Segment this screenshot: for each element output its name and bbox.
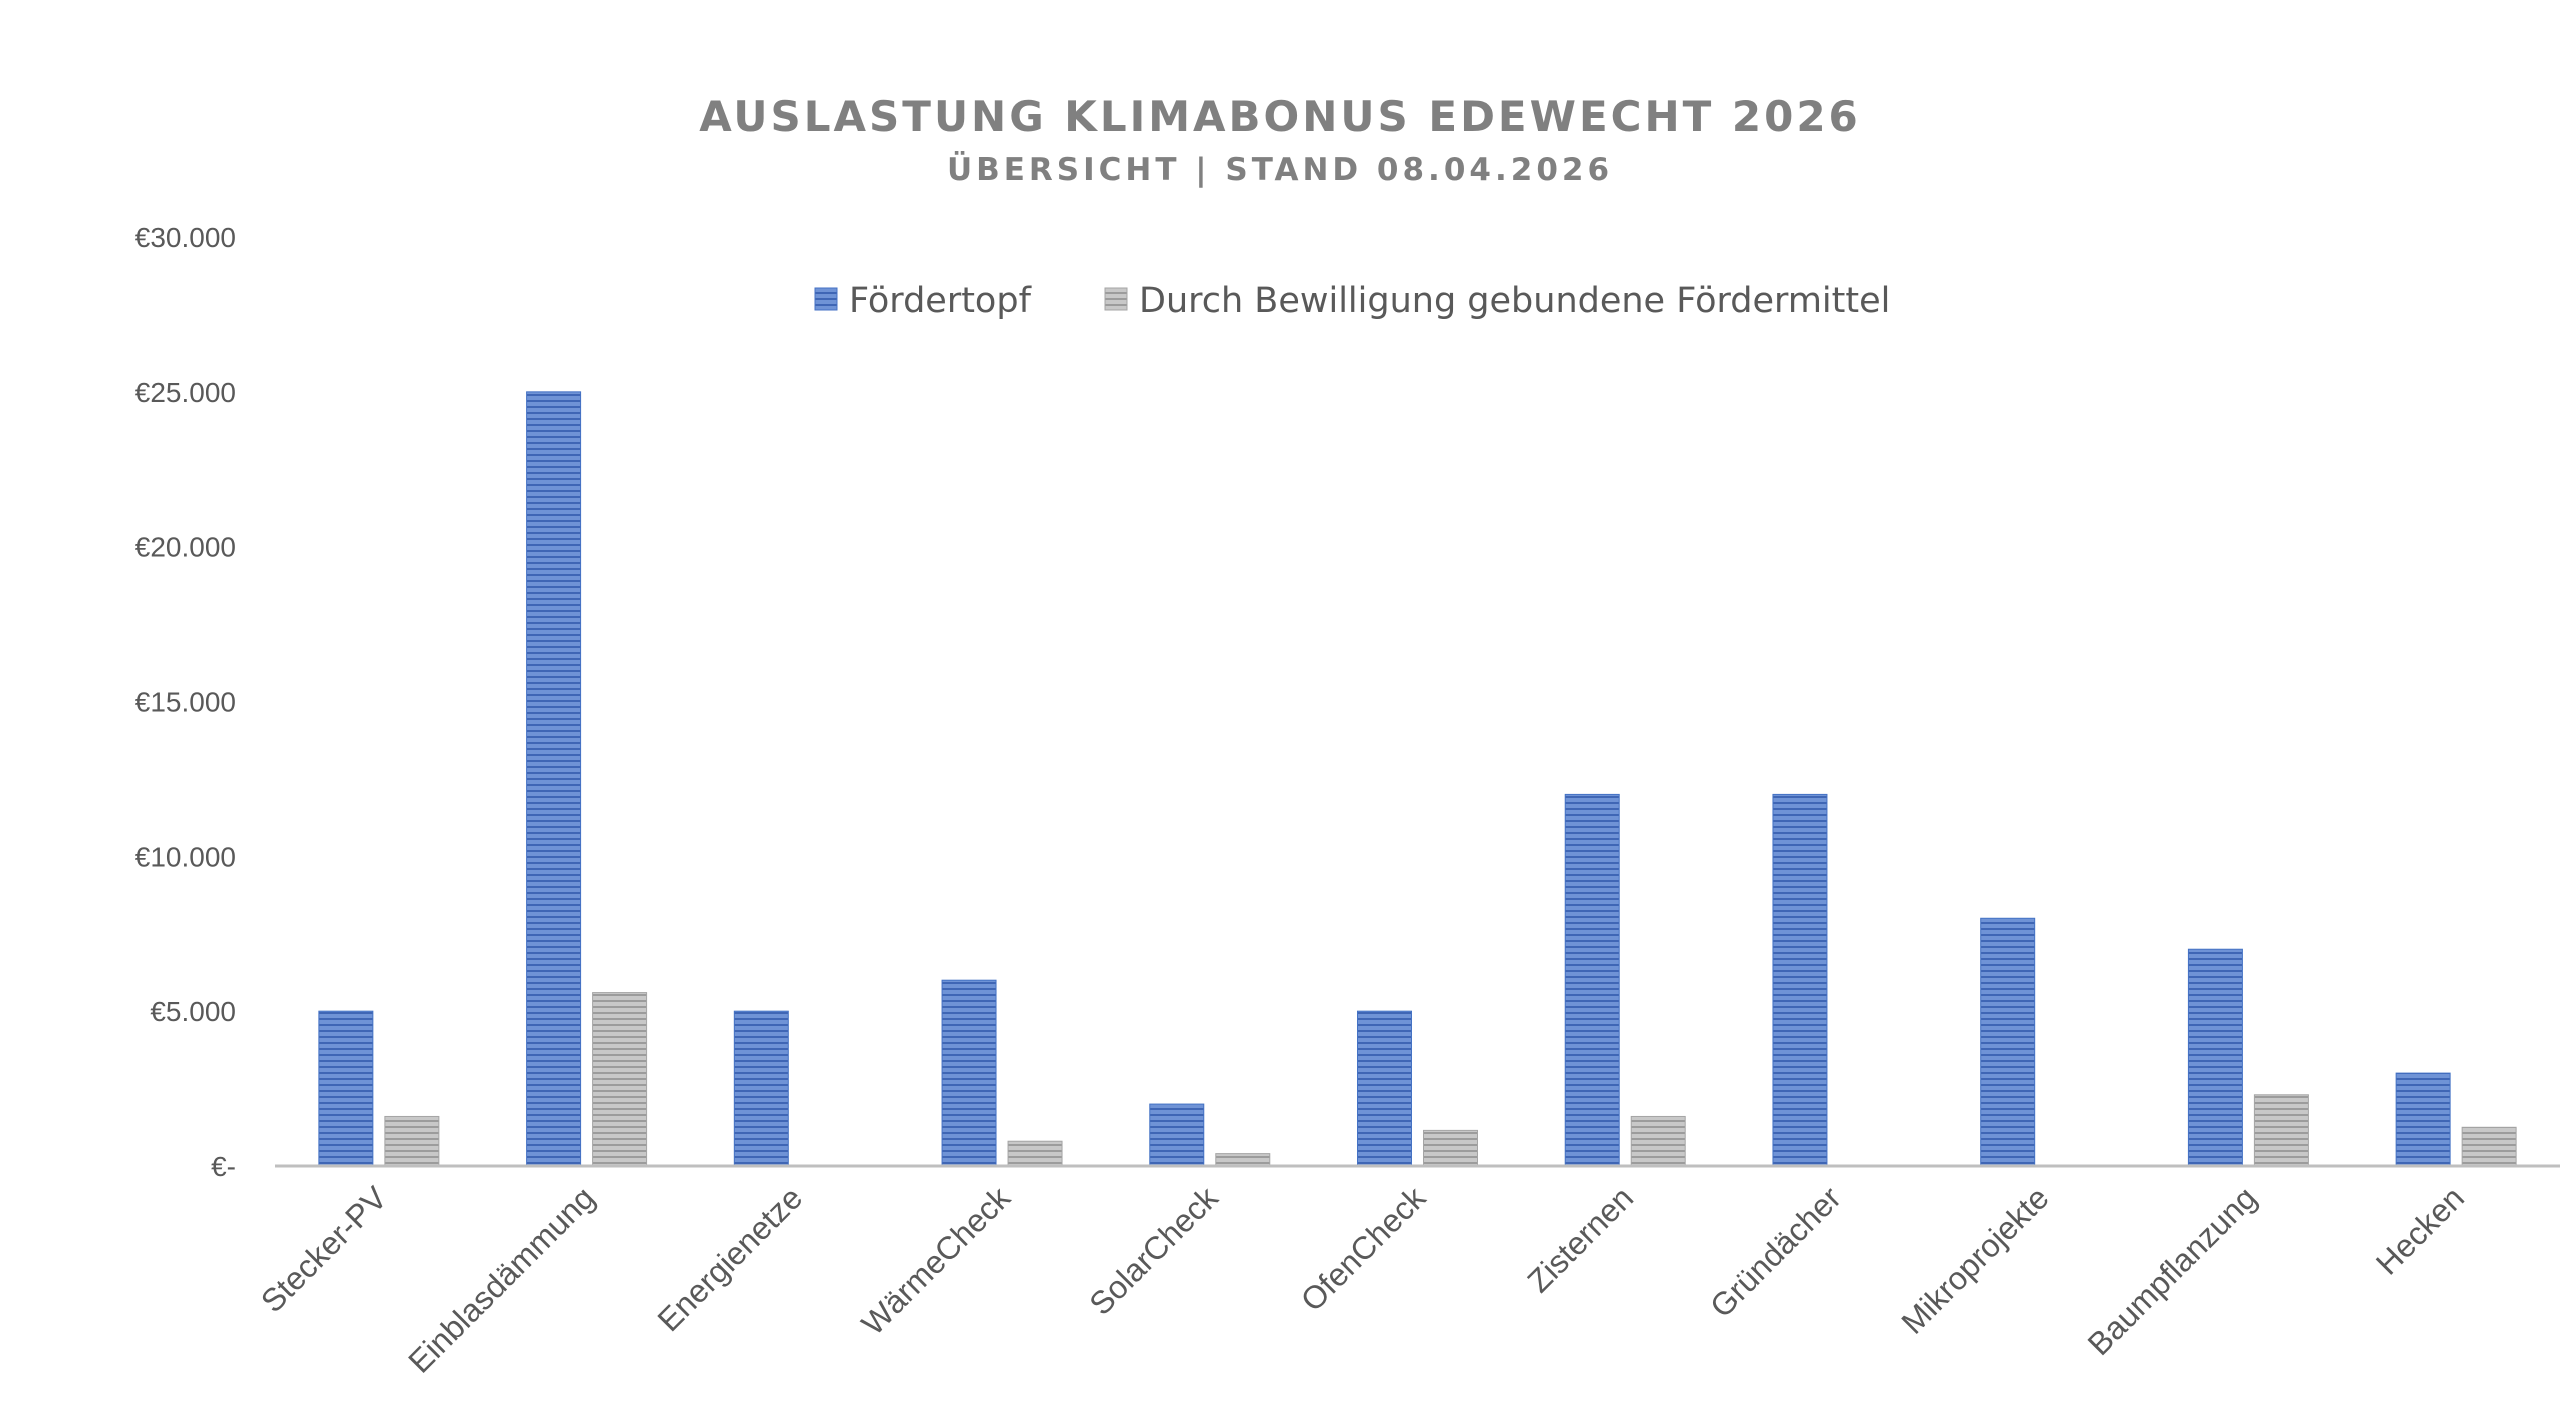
x-category-label: SolarCheck — [1082, 1179, 1225, 1322]
bar-gebunden — [1215, 1153, 1271, 1167]
bar-foerdertopf — [318, 1010, 374, 1167]
y-tick-label: €20.000 — [135, 532, 236, 563]
bar-foerdertopf — [1357, 1010, 1412, 1167]
x-category-label: OfenCheck — [1294, 1179, 1433, 1318]
y-tick-label: €- — [211, 1151, 236, 1182]
bar-foerdertopf — [1564, 793, 1620, 1167]
x-category-label: Zisternen — [1520, 1179, 1640, 1299]
legend-label: Fördertopf — [849, 281, 1032, 321]
y-axis: €- €5.000 €10.000 €15.000 €20.000 €25.000 €30.… — [135, 222, 236, 1182]
x-category-label: Mikroprojekte — [1894, 1179, 2055, 1340]
x-category-label: Einblasdämmung — [401, 1179, 601, 1379]
bar-gebunden — [1423, 1129, 1478, 1167]
y-tick-label: €5.000 — [150, 996, 236, 1027]
x-category-label: Stecker-PV — [254, 1179, 394, 1319]
bar-gebunden — [592, 992, 648, 1167]
bar-foerdertopf — [526, 391, 582, 1167]
x-category-label: Energienetze — [650, 1179, 809, 1338]
bar-foerdertopf — [733, 1010, 789, 1167]
chart-subtitle: ÜBERSICHT | STAND 08.04.2026 — [946, 152, 1614, 188]
bar-foerdertopf — [2395, 1072, 2451, 1167]
bars — [318, 391, 2517, 1167]
y-tick-label: €30.000 — [135, 222, 236, 253]
bar-foerdertopf — [1149, 1103, 1205, 1167]
x-category-label: WärmeCheck — [854, 1179, 1017, 1342]
bar-foerdertopf — [2187, 948, 2243, 1167]
y-tick-label: €25.000 — [135, 377, 236, 408]
legend-swatch — [814, 287, 838, 311]
x-category-label: Baumpflanzung — [2081, 1179, 2264, 1362]
legend: Fördertopf Durch Bewilligung gebundene Fö… — [814, 281, 1890, 321]
bar-foerdertopf — [1980, 917, 2036, 1167]
bar-foerdertopf — [941, 979, 997, 1167]
bar-gebunden — [384, 1115, 440, 1167]
x-category-label: Hecken — [2369, 1179, 2471, 1281]
legend-swatch — [1104, 287, 1128, 311]
x-axis: Stecker-PV Einblasdämmung Energienetze Wärm… — [254, 1179, 2471, 1380]
legend-label: Durch Bewilligung gebundene Fördermittel — [1139, 281, 1890, 321]
bar-gebunden — [2461, 1126, 2517, 1167]
bar-gebunden — [2253, 1094, 2309, 1167]
bar-foerdertopf — [1772, 793, 1828, 1167]
bar-gebunden — [1007, 1140, 1063, 1167]
bar-gebunden — [1630, 1115, 1686, 1167]
chart-title: AUSLASTUNG KLIMABONUS EDEWECHT 2026 — [699, 92, 1861, 141]
y-tick-label: €15.000 — [135, 687, 236, 718]
y-tick-label: €10.000 — [135, 841, 236, 872]
x-category-label: Gründächer — [1703, 1179, 1848, 1324]
